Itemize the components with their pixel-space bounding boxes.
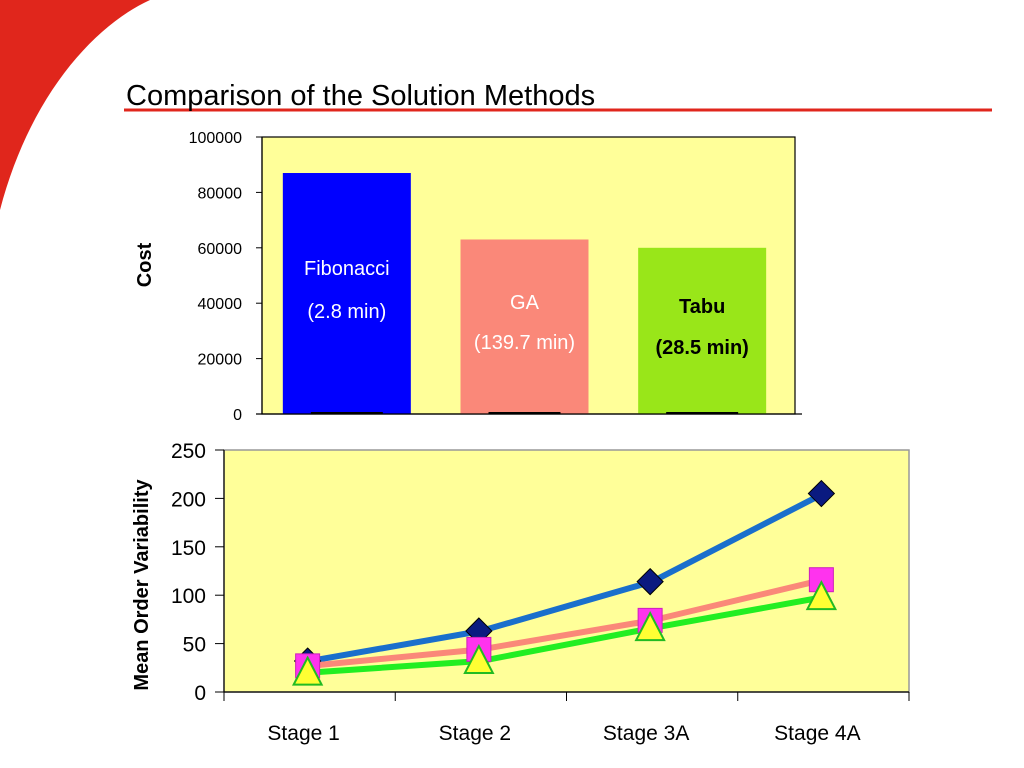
series-line-3 — [309, 594, 824, 676]
bar-y-tick-label: 40000 — [198, 296, 243, 313]
bar-ga — [460, 239, 589, 414]
bar-y-tick-label: 20000 — [198, 352, 243, 369]
line-x-tick-label: Stage 1 — [267, 722, 339, 745]
bar-label-time: (28.5 min) — [655, 337, 748, 359]
slide-title: Comparison of the Solution Methods — [126, 80, 596, 112]
line-y-tick-label: 250 — [171, 440, 206, 463]
bar-label-name: Fibonacci — [304, 258, 390, 280]
bar-tabu — [638, 247, 767, 414]
series-1-point — [636, 567, 664, 596]
series-line-1 — [309, 490, 825, 664]
bar-label-name: Tabu — [679, 296, 725, 318]
line-y-tick-label: 0 — [194, 682, 206, 705]
bar-fibonacci — [282, 173, 411, 414]
line-y-axis-label: Mean Order Variability — [131, 479, 153, 691]
bar-y-tick-label: 0 — [233, 407, 242, 424]
bar-y-tick-label: 80000 — [198, 185, 243, 202]
line-plot-area — [223, 449, 910, 693]
line-y-tick-label: 100 — [171, 585, 206, 608]
line-y-tick-label: 50 — [183, 634, 206, 657]
line-y-tick-label: 200 — [171, 488, 206, 511]
series-3-point — [291, 655, 324, 686]
corner-swoosh — [0, 0, 150, 210]
line-x-tick-label: Stage 4A — [774, 722, 860, 745]
line-x-tick-label: Stage 2 — [439, 722, 511, 745]
bar-label-name: GA — [510, 292, 540, 314]
series-3-point — [805, 579, 838, 611]
bar-label-time: (2.8 min) — [307, 301, 386, 323]
line-x-tick-label: Stage 3A — [603, 722, 689, 745]
series-3-point — [634, 610, 666, 642]
bar-y-tick-label: 100000 — [189, 130, 242, 147]
series-3-point — [463, 643, 495, 675]
series-line-2 — [309, 576, 825, 669]
bar-y-tick-label: 60000 — [198, 241, 243, 258]
bar-label-time: (139.7 min) — [474, 332, 575, 354]
line-y-tick-label: 150 — [171, 537, 206, 560]
series-1-point — [807, 479, 836, 508]
bar-y-axis-label: Cost — [134, 242, 156, 287]
